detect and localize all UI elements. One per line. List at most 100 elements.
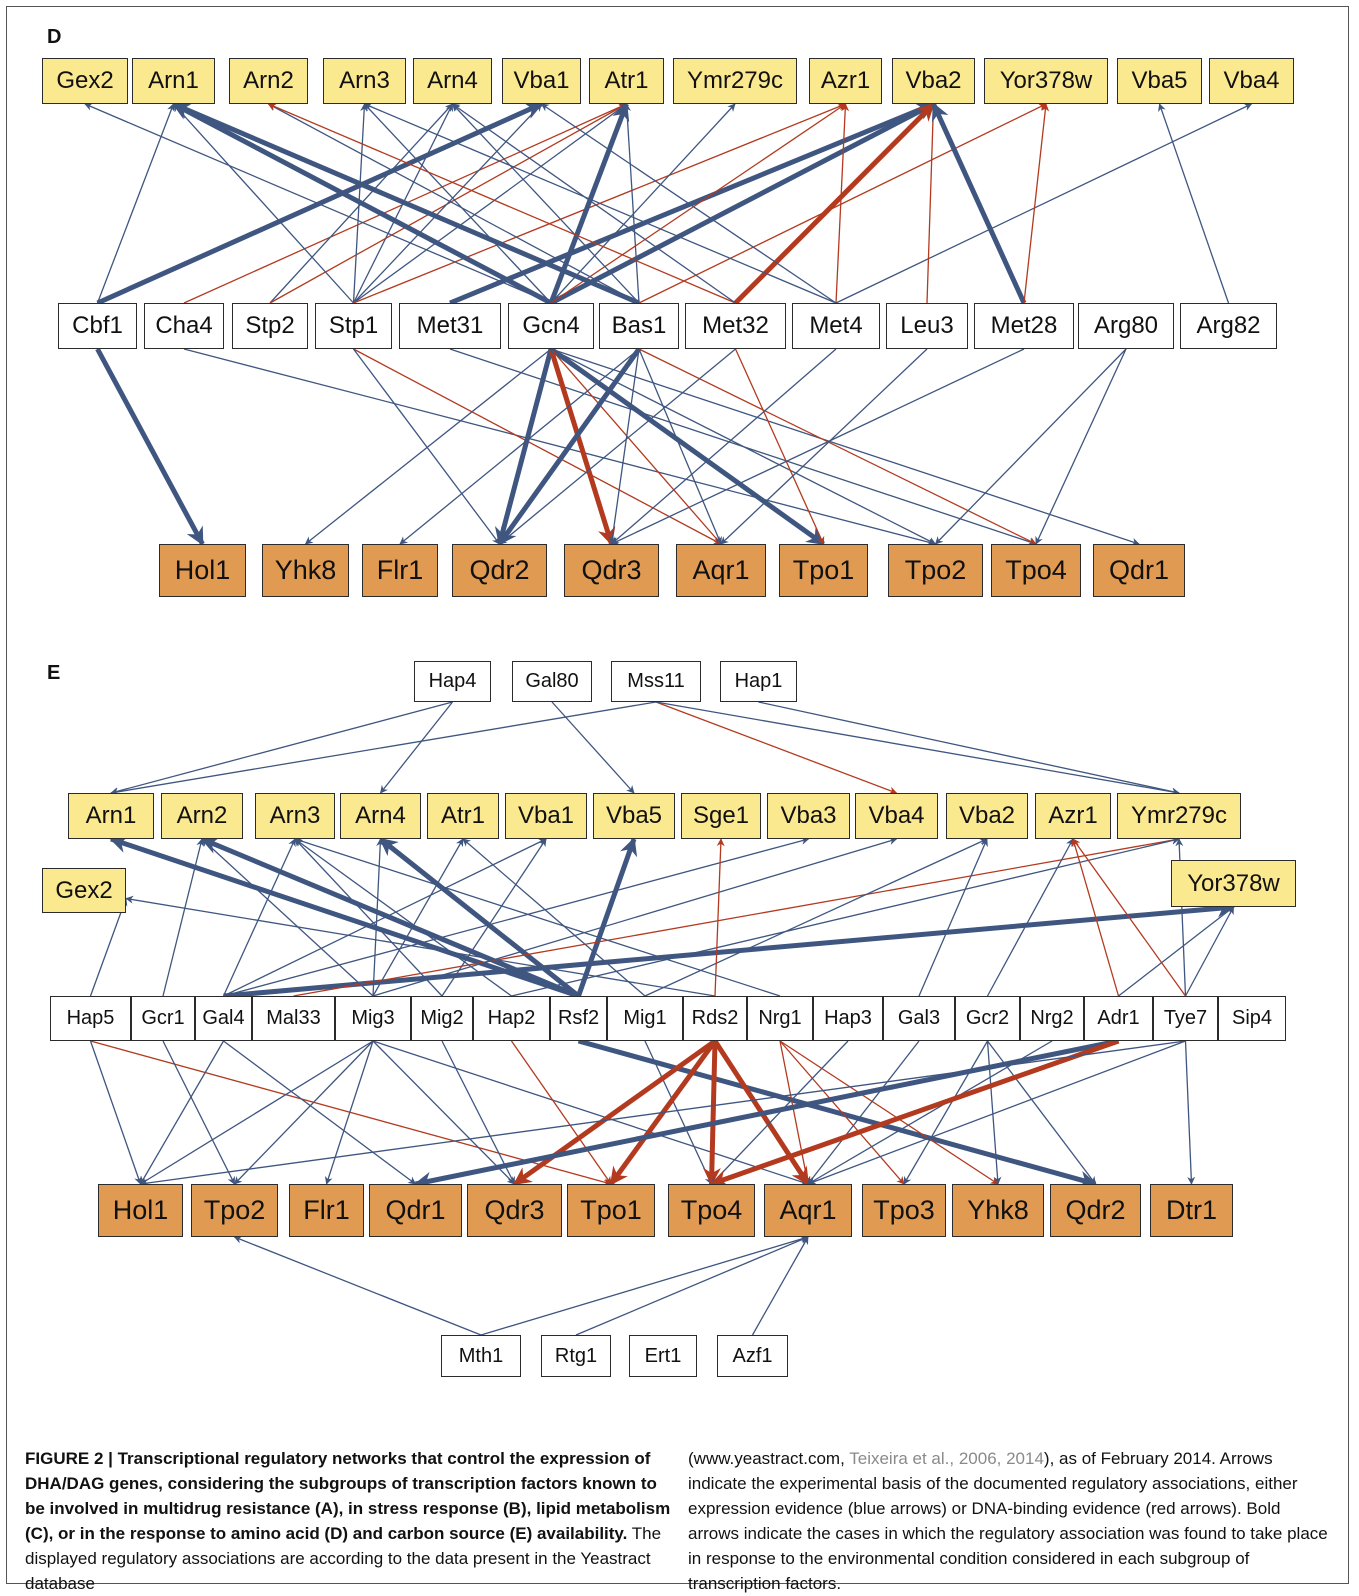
- target-top-d-vba1: Vba1: [502, 58, 581, 104]
- arrow-tye7-to-azr1: [1072, 838, 1187, 997]
- target-bottom-d-hol1: Hol1: [159, 544, 246, 597]
- arrow-adr1-to-tpo4: [709, 1038, 1120, 1188]
- regulator-d-stp2: Stp2: [232, 303, 308, 349]
- arrow-mig3-to-tpo2: [233, 1040, 374, 1185]
- target-bottom-e-qdr3: Qdr3: [467, 1184, 562, 1237]
- arrow-met32-to-qdr2: [498, 348, 736, 545]
- caption-reference-link[interactable]: Teixeira et al., 2006, 2014: [849, 1449, 1044, 1468]
- target-top-e-vba2: Vba2: [946, 793, 1028, 839]
- regulator-e-hap5: Hap5: [50, 996, 131, 1041]
- arrow-leu3-to-vba2: [926, 103, 938, 304]
- caption-body-2-post: ), as of February 2014. Arrows indicate …: [688, 1449, 1328, 1593]
- arrow-stp1-to-qdr2: [352, 348, 501, 545]
- regulator-e-mig3: Mig3: [335, 996, 411, 1041]
- arrow-nrg1-to-aqr1: [779, 1040, 811, 1185]
- arrow-gcn4-to-aqr1: [550, 348, 722, 545]
- target-bottom-d-qdr1: Qdr1: [1093, 544, 1185, 597]
- arrow-nrg1-to-tpo3: [779, 1040, 905, 1185]
- arrow-gcn4-to-qdr2: [494, 348, 554, 546]
- arrow-gal3-to-aqr1: [807, 1040, 920, 1185]
- arrow-gcn4-to-qdr3: [548, 348, 616, 546]
- target-bottom-d-tpo1: Tpo1: [779, 544, 868, 597]
- arrow-met28-to-qdr3: [610, 348, 1025, 545]
- target-top-e-vba1: Vba1: [505, 793, 587, 839]
- arrow-gcr2-to-azr1: [986, 838, 1074, 997]
- lower-regulator-e-mth1: Mth1: [441, 1335, 521, 1377]
- arrow-met28-to-vba2: [931, 102, 1027, 305]
- arrow-arg80-to-tpo2: [934, 348, 1127, 545]
- target-top-e-arn1: Arn1: [68, 793, 154, 839]
- arrow-hap5-to-hol1: [89, 1040, 142, 1185]
- regulator-d-arg82: Arg82: [1180, 303, 1277, 349]
- arrow-cbf1-to-arn1: [96, 103, 175, 304]
- arrow-cbf1-to-hol1: [95, 347, 205, 546]
- arrow-hap3-to-tpo4: [710, 1040, 849, 1185]
- arrow-met31-to-vba2: [449, 101, 936, 306]
- arrow-rds2-to-qdr3: [513, 1038, 717, 1187]
- arrow-bas1-to-qdr3: [608, 348, 640, 545]
- upper-regulator-e-mss11: Mss11: [611, 661, 701, 702]
- arrow-arg82-to-vba5: [1158, 103, 1230, 304]
- regulator-e-hap3: Hap3: [813, 996, 883, 1041]
- arrow-mig2-to-qdr3: [441, 1040, 516, 1185]
- arrow-bas1-to-qdr2: [497, 347, 642, 546]
- target-top-e-arn3: Arn3: [255, 793, 335, 839]
- regulator-e-rsf2: Rsf2: [550, 996, 607, 1041]
- upper-regulator-e-gal80: Gal80: [512, 661, 592, 702]
- target-bottom-e-qdr1: Qdr1: [369, 1184, 462, 1237]
- arrow-gcn4-to-vba2: [549, 101, 936, 306]
- target-top-e-vba4: Vba4: [855, 793, 938, 839]
- target-bottom-e-tpo2: Tpo2: [191, 1184, 278, 1237]
- arrow-gal4-to-vba3: [223, 837, 810, 997]
- arrow-mig3-to-atr1: [372, 838, 464, 997]
- arrow-mss11-to-arn1: [110, 701, 657, 796]
- target-bottom-d-qdr2: Qdr2: [452, 544, 547, 597]
- arrow-bas1-to-yor378w: [638, 103, 1047, 304]
- regulator-e-gal3: Gal3: [883, 996, 955, 1041]
- target-bottom-e-tpo1: Tpo1: [567, 1184, 655, 1237]
- arrow-hap2-to-tpo1: [510, 1040, 612, 1185]
- arrow-mth1-to-tpo2: [233, 1235, 482, 1336]
- target-top-d-vba5: Vba5: [1117, 58, 1202, 104]
- arrow-mth1-to-aqr1: [480, 1235, 809, 1336]
- arrow-met28-to-yor378w: [1023, 103, 1050, 304]
- regulator-d-cha4: Cha4: [144, 303, 224, 349]
- arrow-gcn4-to-tpo1: [549, 346, 825, 547]
- arrow-bas1-to-arn1: [171, 101, 640, 306]
- arrow-met32-to-tpo1: [734, 348, 825, 545]
- arrow-stp1-to-arn1: [172, 103, 354, 304]
- arrow-bas1-to-arn2: [267, 103, 640, 304]
- target-top-e-sge1: Sge1: [681, 793, 761, 839]
- arrow-gcn4-to-atr1: [548, 102, 630, 304]
- arrow-leu3-to-aqr1: [720, 348, 928, 545]
- target-top-d-gex2: Gex2: [42, 58, 128, 104]
- target-top-e-vba3: Vba3: [767, 793, 850, 839]
- arrow-gcn4-to-arn3: [363, 103, 552, 304]
- arrow-met4-to-arn3: [363, 103, 837, 304]
- arrow-rsf2-to-vba5: [576, 837, 638, 997]
- arrow-gal4-to-yor378w: [223, 899, 1236, 999]
- regulator-e-nrg1: Nrg1: [747, 996, 813, 1041]
- target-bottom-e-tpo3: Tpo3: [862, 1184, 946, 1237]
- regulator-e-gcr1: Gcr1: [131, 996, 195, 1041]
- arrow-mss11-to-vba4: [655, 701, 898, 795]
- arrow-gcr2-to-tpo3: [903, 1040, 989, 1185]
- arrow-gcn4-to-azr1: [550, 103, 847, 304]
- arrow-mig1-to-tpo4: [644, 1040, 713, 1185]
- target-top-d-yor378w: Yor378w: [984, 58, 1108, 104]
- arrow-rsf2-to-arn2: [200, 836, 580, 999]
- arrow-mig1-to-vba2: [644, 838, 988, 997]
- regulator-e-adr1: Adr1: [1084, 996, 1153, 1041]
- target-top-e-atr1: Atr1: [427, 793, 499, 839]
- arrow-mig3-to-arn2: [201, 838, 374, 997]
- arrow-mig3-to-arn4: [372, 838, 385, 997]
- arrow-azf1-to-aqr1: [751, 1236, 809, 1336]
- target-bottom-d-yhk8: Yhk8: [262, 544, 349, 597]
- arrow-met32-to-arn4: [451, 103, 736, 304]
- arrow-met4-to-qdr3: [610, 348, 837, 545]
- regulator-e-sip4: Sip4: [1218, 996, 1286, 1041]
- regulator-d-met31: Met31: [399, 303, 501, 349]
- arrow-tye7-to-yor378w: [1184, 906, 1235, 997]
- target-bottom-e-qdr2: Qdr2: [1050, 1184, 1141, 1237]
- arrow-stp1-to-atr1: [353, 103, 628, 304]
